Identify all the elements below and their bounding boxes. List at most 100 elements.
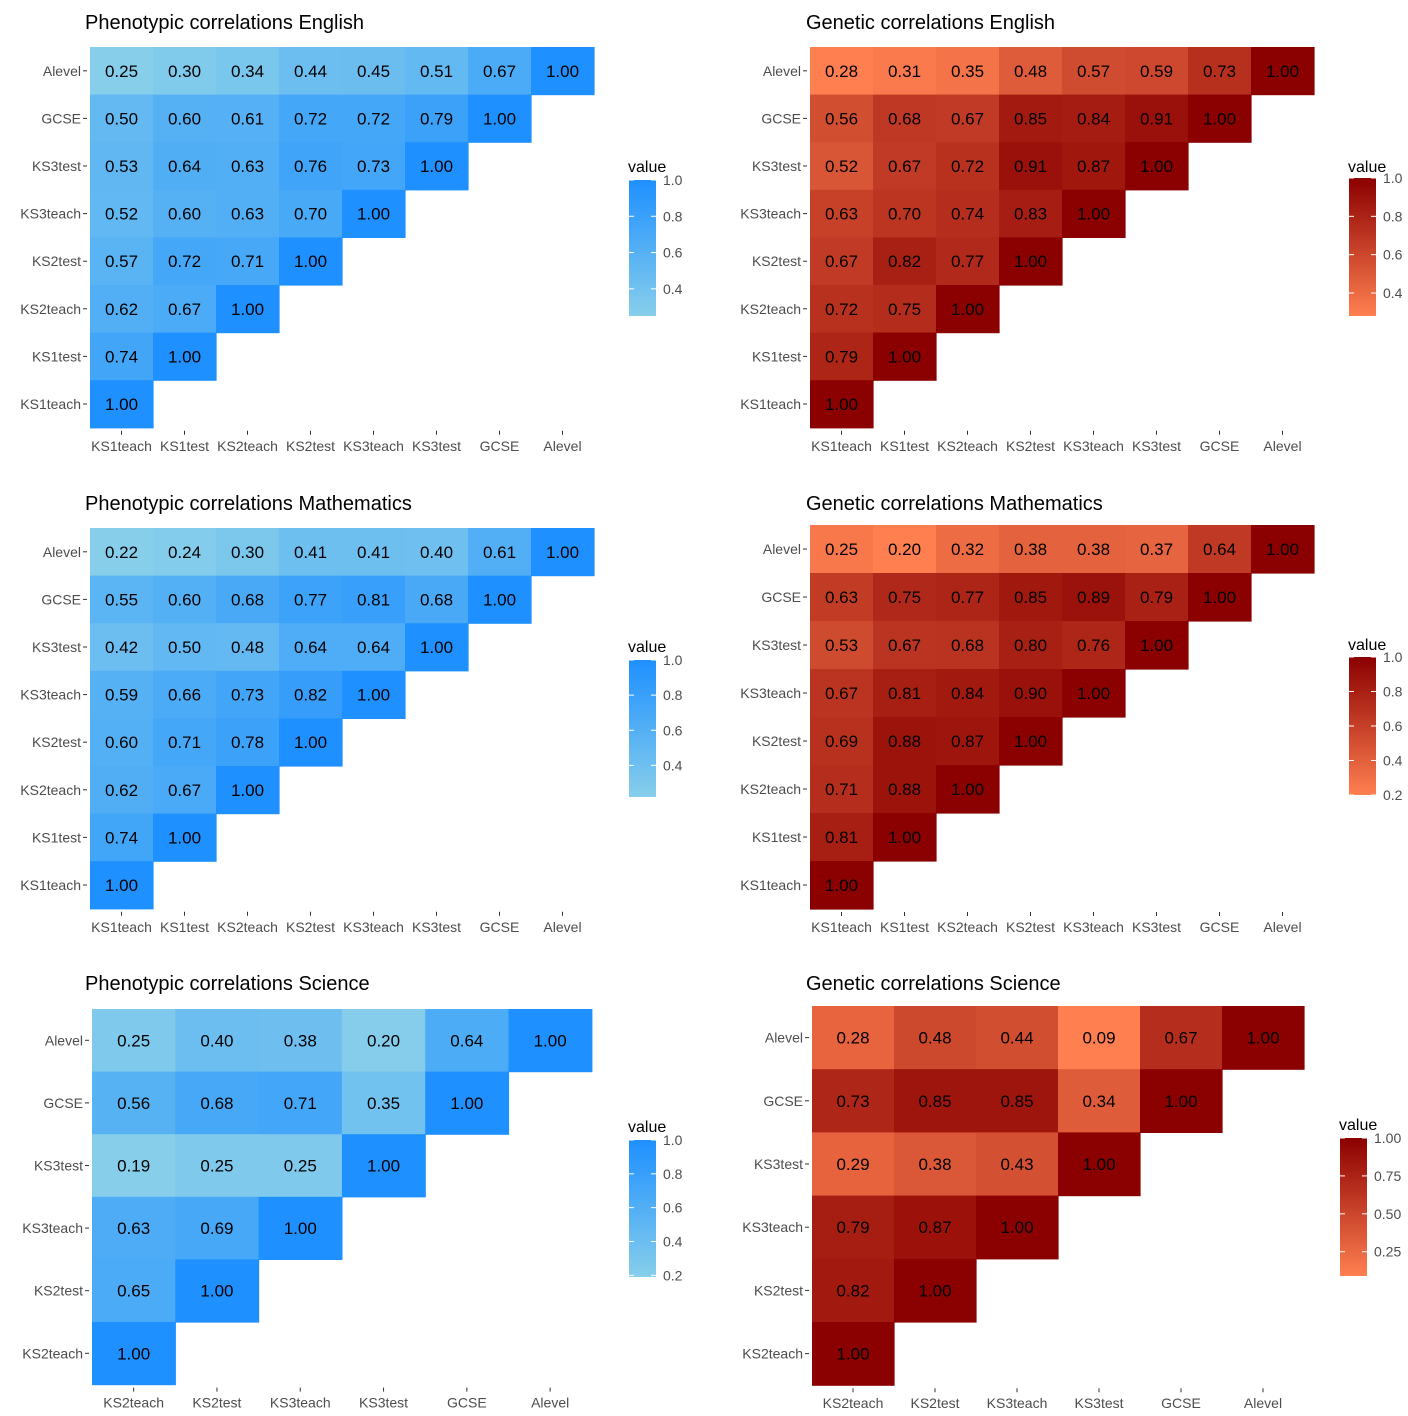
heatmap-cell [341, 1009, 426, 1073]
cell-value-label: 0.45 [357, 62, 390, 81]
legend-tick-label: 0.4 [663, 1233, 683, 1249]
heatmap-cell [1062, 47, 1126, 96]
cell-value-label: 0.09 [1082, 1029, 1115, 1048]
chart-title: Genetic correlations Science [806, 973, 1061, 995]
y-axis-label: KS1teach [20, 877, 81, 893]
heatmap-cell [279, 670, 343, 719]
legend-tick-label: 0.8 [663, 687, 683, 703]
x-axis-label: KS3teach [1063, 438, 1124, 454]
x-axis-label: KS2teach [937, 919, 998, 935]
heatmap-cell [976, 1006, 1059, 1070]
cell-value-label: 0.88 [888, 732, 921, 751]
heatmap-cell [936, 621, 1000, 670]
heatmap-cell [810, 765, 874, 814]
cell-value-label: 0.87 [918, 1218, 951, 1237]
cell-value-label: 0.73 [1203, 62, 1236, 81]
legend-title: value [628, 639, 666, 656]
heatmap-cell [810, 189, 874, 238]
cell-value-label: 0.72 [825, 300, 858, 319]
chart-title: Phenotypic correlations English [85, 12, 364, 34]
cell-value-label: 0.64 [1203, 540, 1236, 559]
heatmap-cell [258, 1196, 343, 1260]
x-axis-label: GCSE [1161, 1395, 1201, 1411]
cell-value-label: 0.82 [888, 252, 921, 271]
heatmap-cell [999, 525, 1063, 574]
heatmap-cell [810, 813, 874, 862]
heatmap-cell [90, 718, 154, 767]
heatmap-cell [405, 47, 469, 96]
legend-tick-label: 0.2 [1383, 787, 1403, 803]
cell-value-label: 0.73 [836, 1092, 869, 1111]
y-axis-label: Alevel [763, 541, 801, 557]
cell-value-label: 0.38 [284, 1031, 317, 1050]
cell-value-label: 0.19 [117, 1157, 150, 1176]
heatmap-cell [810, 861, 874, 910]
heatmap-cell [999, 94, 1063, 143]
cell-value-label: 1.00 [357, 205, 390, 224]
cell-value-label: 0.82 [836, 1281, 869, 1300]
heatmap-cell [999, 573, 1063, 622]
x-axis-label: KS3test [412, 438, 461, 454]
x-axis-label: KS1test [880, 438, 929, 454]
x-axis-label: KS1teach [91, 438, 152, 454]
heatmap-cell [1062, 189, 1126, 238]
x-axis-label: Alevel [1244, 1395, 1282, 1411]
heatmap-cell [342, 94, 406, 143]
cell-value-label: 1.00 [483, 109, 516, 128]
cell-value-label: 0.89 [1077, 588, 1110, 607]
cell-value-label: 1.00 [836, 1345, 869, 1364]
cell-value-label: 1.00 [888, 347, 921, 366]
cell-value-label: 0.20 [367, 1031, 400, 1050]
cell-value-label: 0.34 [231, 62, 264, 81]
cell-value-label: 0.72 [168, 252, 201, 271]
cell-value-label: 0.60 [168, 109, 201, 128]
legend-tick-label: 1.0 [1383, 649, 1403, 665]
legend-tick-label: 1.0 [1383, 170, 1403, 186]
y-axis-label: KS3test [752, 158, 801, 174]
heatmap-cell [999, 47, 1063, 96]
heatmap-cell [153, 47, 217, 96]
y-axis-label: KS2teach [740, 301, 801, 317]
x-axis-label: KS3test [1132, 438, 1181, 454]
cell-value-label: 1.00 [231, 781, 264, 800]
cell-value-label: 0.67 [951, 109, 984, 128]
cell-value-label: 0.48 [231, 638, 264, 657]
heatmap-cell [810, 717, 874, 766]
cell-value-label: 0.37 [1140, 540, 1173, 559]
heatmap-cell [258, 1071, 343, 1135]
x-axis-label: KS2teach [823, 1395, 884, 1411]
cell-value-label: 1.00 [1014, 732, 1047, 751]
cell-value-label: 1.00 [1014, 252, 1047, 271]
cell-value-label: 1.00 [105, 876, 138, 895]
legend-colorbar [629, 660, 656, 797]
legend-colorbar [1349, 178, 1376, 316]
legend-tick-label: 0.4 [663, 757, 683, 773]
chart-title: Phenotypic correlations Science [85, 973, 370, 995]
heatmap-cell [810, 573, 874, 622]
cell-value-label: 0.56 [825, 109, 858, 128]
cell-value-label: 0.84 [1077, 109, 1110, 128]
heatmap-cell [92, 1071, 176, 1135]
y-axis-label: KS1test [32, 348, 81, 364]
legend-title: value [1348, 159, 1386, 176]
x-axis-label: KS2teach [103, 1395, 164, 1411]
cell-value-label: 1.00 [284, 1219, 317, 1238]
heatmap-cell [810, 525, 874, 574]
heatmap-cell [1058, 1006, 1141, 1070]
cell-value-label: 0.81 [825, 828, 858, 847]
heatmap-cell [153, 142, 217, 191]
cell-value-label: 1.00 [294, 733, 327, 752]
cell-value-label: 0.73 [231, 686, 264, 705]
cell-value-label: 0.20 [888, 540, 921, 559]
heatmap-cell [894, 1069, 977, 1133]
cell-value-label: 1.00 [231, 300, 264, 319]
heatmap-cell [976, 1069, 1059, 1133]
heatmap-cell [936, 669, 1000, 718]
heatmap-cell [1062, 621, 1126, 670]
cell-value-label: 0.62 [105, 781, 138, 800]
heatmap-cell [153, 766, 217, 815]
cell-value-label: 0.62 [105, 300, 138, 319]
x-axis-label: KS3test [1074, 1395, 1123, 1411]
cell-value-label: 0.71 [284, 1094, 317, 1113]
